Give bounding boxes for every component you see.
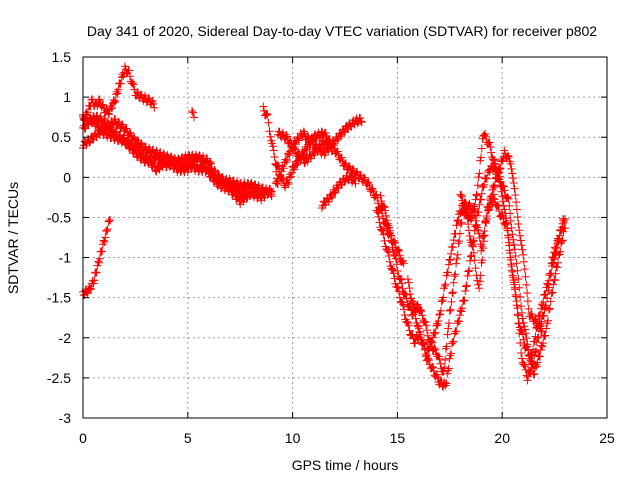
y-tick-label: -3 [59, 410, 72, 426]
data-track [79, 62, 159, 124]
chart-title: Day 341 of 2020, Sidereal Day-to-day VTE… [87, 23, 597, 39]
data-points [79, 62, 570, 391]
y-axis-label: SDTVAR / TECUs [5, 182, 21, 294]
axis-ticks: 1.5 1 0.5 0 -0.5 -1 -1.5 -2 -2.5 -3 0 5 10 15 20 25 [47, 49, 615, 446]
y-tick-label: -1 [59, 250, 72, 266]
y-tick-label: -0.5 [47, 209, 71, 225]
y-tick-label: -1.5 [47, 290, 71, 306]
data-track [317, 171, 360, 212]
data-track [372, 159, 570, 391]
plot-frame [82, 56, 608, 419]
y-tick-label: 0.5 [52, 129, 72, 145]
data-track [456, 146, 546, 336]
x-tick-label: 20 [494, 430, 510, 446]
y-tick-label: 1.5 [52, 49, 72, 65]
x-tick-label: 25 [599, 430, 615, 446]
y-tick-label: -2.5 [47, 370, 71, 386]
x-tick-label: 0 [79, 430, 87, 446]
y-tick-label: 1 [63, 89, 71, 105]
x-tick-label: 15 [390, 430, 406, 446]
x-axis-label: GPS time / hours [292, 457, 399, 473]
data-track [188, 107, 199, 122]
y-tick-label: 0 [63, 169, 71, 185]
x-tick-label: 10 [285, 430, 301, 446]
y-tick-label: -2 [59, 330, 72, 346]
data-track [403, 130, 570, 385]
data-track [273, 127, 337, 168]
x-tick-label: 5 [184, 430, 192, 446]
